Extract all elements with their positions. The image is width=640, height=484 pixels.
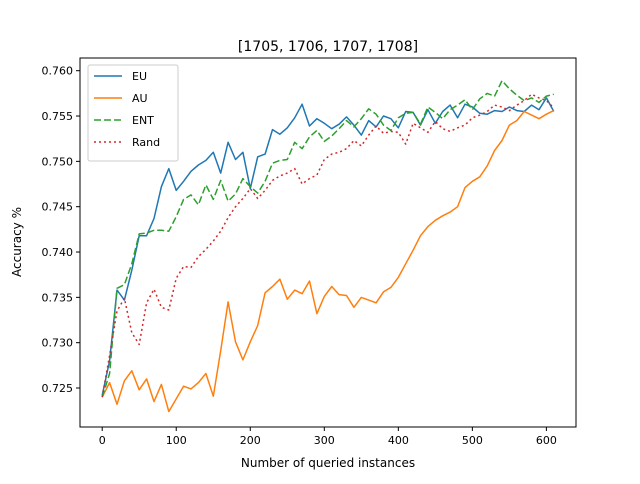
legend-label-eu: EU	[132, 70, 147, 83]
x-axis: 0 100 200 300 400 500 600	[99, 427, 557, 447]
y-tick-label: 0.725	[42, 382, 74, 395]
series-line-au	[101, 109, 555, 413]
legend-label-rand: Rand	[132, 136, 160, 149]
legend-box	[87, 64, 179, 162]
y-tick-label: 0.740	[42, 246, 74, 259]
x-tick-label: 0	[99, 434, 106, 447]
y-tick-label: 0.760	[42, 65, 74, 78]
y-tick-label: 0.735	[42, 291, 74, 304]
chart-title: [1705, 1706, 1707, 1708]	[238, 39, 418, 55]
x-axis-label: Number of queried instances	[241, 456, 415, 470]
x-tick-label: 500	[462, 434, 483, 447]
x-tick-label: 100	[166, 434, 187, 447]
y-axis-label: Accuracy %	[10, 207, 24, 277]
x-tick-label: 400	[388, 434, 409, 447]
x-tick-label: 600	[536, 434, 557, 447]
legend: EU AU ENT Rand	[87, 64, 179, 162]
legend-label-ent: ENT	[132, 114, 154, 127]
y-tick-label: 0.745	[42, 201, 74, 214]
x-tick-label: 300	[314, 434, 335, 447]
series-line-rand	[101, 93, 555, 398]
plot-lines	[101, 79, 555, 413]
series-line-eu	[101, 97, 555, 396]
y-tick-label: 0.755	[42, 110, 74, 123]
y-tick-label: 0.750	[42, 155, 74, 168]
series-line-ent	[101, 79, 554, 398]
plot-area-frame	[79, 57, 577, 428]
x-tick-label: 200	[240, 434, 261, 447]
y-axis: 0.725 0.730 0.735 0.740 0.745 0.750 0.755 0.760	[42, 65, 80, 395]
legend-label-au: AU	[132, 92, 148, 105]
y-tick-label: 0.730	[42, 337, 74, 350]
